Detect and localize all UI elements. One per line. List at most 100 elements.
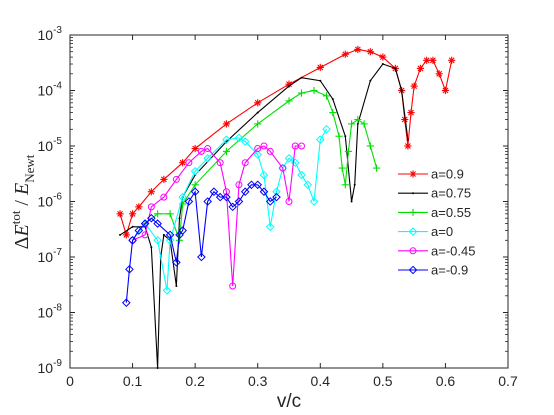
data-point xyxy=(147,203,155,211)
data-point xyxy=(222,135,231,144)
series-a=-0.9 xyxy=(122,180,281,308)
y-tick-label: 10-7 xyxy=(38,247,63,265)
data-point xyxy=(222,147,231,155)
data-point xyxy=(166,210,174,218)
legend: a=0.9 a=0.75 a=0.55 a=0 a=-0.45 a=-0.9 xyxy=(398,167,475,278)
y-tick-label: 10-5 xyxy=(38,136,63,154)
data-point xyxy=(179,159,187,167)
series-a=0 xyxy=(128,124,331,295)
data-point xyxy=(253,180,263,190)
data-point xyxy=(222,188,230,196)
data-point xyxy=(228,202,237,212)
data-point xyxy=(297,89,306,97)
x-tick-label: 0.1 xyxy=(123,373,143,389)
data-point xyxy=(354,45,362,54)
data-point xyxy=(265,197,275,206)
data-point xyxy=(234,197,244,206)
data-point xyxy=(329,108,337,117)
data-point xyxy=(254,99,262,107)
series-a=-0.45 xyxy=(129,142,306,290)
data-point xyxy=(135,203,143,211)
data-point xyxy=(423,56,431,64)
data-point xyxy=(247,180,256,190)
data-point xyxy=(366,142,374,150)
data-point xyxy=(240,137,250,146)
data-point xyxy=(285,198,293,205)
y-label-sup: tot xyxy=(8,210,23,224)
y-label-e2: E xyxy=(11,183,33,196)
data-point xyxy=(408,265,418,275)
data-point xyxy=(298,142,306,150)
data-point xyxy=(204,145,212,153)
data-point xyxy=(407,108,415,117)
data-point xyxy=(125,265,134,274)
legend-item: a=-0.45 xyxy=(398,243,475,258)
data-point xyxy=(162,286,172,295)
data-point xyxy=(441,86,450,95)
data-point xyxy=(259,187,269,197)
data-point xyxy=(373,164,381,172)
data-point xyxy=(409,170,417,178)
data-point xyxy=(184,197,194,206)
y-label-sep: / xyxy=(11,195,33,211)
data-point xyxy=(216,159,224,167)
data-point xyxy=(360,120,368,128)
y-tick-label: 10-6 xyxy=(38,192,63,210)
data-point xyxy=(254,145,262,153)
data-point xyxy=(409,208,417,216)
x-tick-label: 0.2 xyxy=(185,373,205,389)
data-point xyxy=(153,235,162,245)
data-point xyxy=(410,82,418,90)
data-point xyxy=(300,76,303,79)
x-tick-label: 0.5 xyxy=(373,373,393,389)
data-point xyxy=(165,230,175,240)
data-point xyxy=(338,164,346,172)
data-point xyxy=(203,154,212,163)
legend-item: a=0.75 xyxy=(398,186,471,201)
data-point xyxy=(241,159,249,167)
data-point xyxy=(353,183,356,186)
data-point xyxy=(354,115,362,124)
data-point xyxy=(272,192,281,202)
data-point xyxy=(356,122,359,125)
data-point xyxy=(309,197,319,206)
data-point xyxy=(341,181,349,189)
data-point xyxy=(331,98,334,101)
data-point xyxy=(191,181,199,189)
data-point xyxy=(344,135,347,138)
data-point xyxy=(122,231,130,239)
data-point xyxy=(116,210,124,218)
data-point xyxy=(165,235,175,245)
data-point xyxy=(288,85,290,88)
data-point xyxy=(178,226,187,235)
data-point xyxy=(178,217,181,220)
data-point xyxy=(260,142,268,150)
ticks-layer: 0 0.1 0.2 0.3 0.4 0.5 0.6 0.7 10-9 10-8 10-7 10-6 10… xyxy=(38,25,518,389)
x-tick-label: 0 xyxy=(66,373,74,389)
data-point xyxy=(240,187,250,197)
x-tick-label: 0.6 xyxy=(436,373,456,389)
data-point xyxy=(229,282,237,290)
y-label-sub: Newt xyxy=(22,154,37,183)
data-point xyxy=(160,193,168,201)
data-point xyxy=(222,192,231,202)
data-point xyxy=(150,246,153,249)
data-point xyxy=(448,56,456,64)
data-point xyxy=(322,124,331,134)
legend-label: a=0.9 xyxy=(431,167,464,182)
data-point xyxy=(341,50,349,58)
legend-label: a=-0.45 xyxy=(431,243,475,258)
data-point xyxy=(122,298,131,308)
data-point xyxy=(366,48,374,56)
data-point xyxy=(429,56,437,64)
data-point xyxy=(156,367,159,369)
data-point xyxy=(191,144,199,153)
data-point xyxy=(259,170,269,180)
data-point xyxy=(128,210,137,218)
data-point xyxy=(160,175,168,184)
x-axis-label: v/c xyxy=(277,391,301,412)
data-point xyxy=(412,192,414,195)
y-tick-label: 10-8 xyxy=(38,303,63,321)
data-point xyxy=(310,86,318,95)
data-point xyxy=(290,158,300,168)
